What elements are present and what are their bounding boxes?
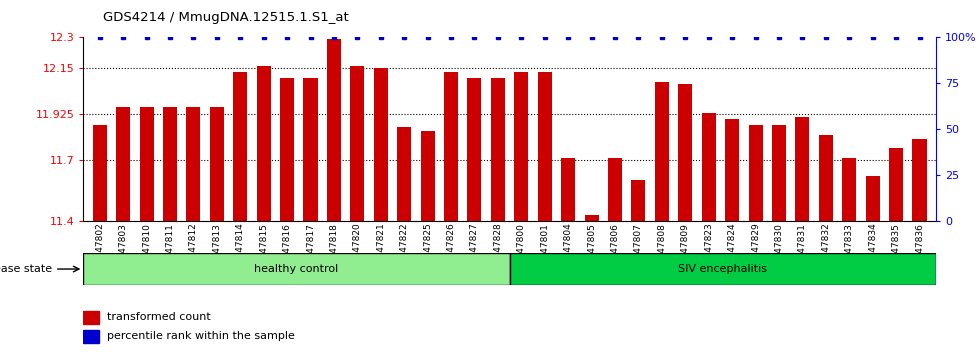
- Bar: [608, 158, 622, 221]
- Text: transformed count: transformed count: [107, 312, 211, 322]
- Bar: [865, 176, 880, 221]
- Bar: [83, 253, 510, 285]
- Bar: [818, 135, 833, 221]
- Bar: [562, 158, 575, 221]
- Bar: [257, 66, 270, 221]
- Bar: [373, 68, 388, 221]
- Bar: [842, 158, 857, 221]
- Bar: [327, 39, 341, 221]
- Text: SIV encephalitis: SIV encephalitis: [678, 264, 767, 274]
- Bar: [491, 78, 505, 221]
- Bar: [163, 107, 177, 221]
- Bar: [514, 72, 528, 221]
- Bar: [420, 131, 435, 221]
- Bar: [280, 78, 294, 221]
- Bar: [186, 107, 201, 221]
- Bar: [702, 113, 715, 221]
- Bar: [350, 66, 365, 221]
- Text: disease state: disease state: [0, 264, 53, 274]
- Bar: [912, 139, 926, 221]
- Bar: [304, 78, 318, 221]
- Text: GDS4214 / MmugDNA.12515.1.S1_at: GDS4214 / MmugDNA.12515.1.S1_at: [103, 11, 349, 24]
- Bar: [772, 125, 786, 221]
- Bar: [725, 119, 739, 221]
- Bar: [93, 125, 107, 221]
- Bar: [584, 215, 599, 221]
- Bar: [116, 107, 130, 221]
- Bar: [139, 107, 154, 221]
- Bar: [510, 253, 936, 285]
- Bar: [467, 78, 481, 221]
- Bar: [749, 125, 762, 221]
- Bar: [631, 180, 646, 221]
- Bar: [796, 117, 809, 221]
- Bar: [538, 72, 552, 221]
- Bar: [678, 84, 692, 221]
- Bar: [397, 127, 412, 221]
- Bar: [444, 72, 458, 221]
- Bar: [233, 72, 247, 221]
- Bar: [889, 148, 904, 221]
- Bar: [83, 311, 99, 324]
- Text: percentile rank within the sample: percentile rank within the sample: [107, 331, 295, 341]
- Bar: [655, 82, 669, 221]
- Bar: [210, 107, 223, 221]
- Text: healthy control: healthy control: [255, 264, 338, 274]
- Bar: [83, 330, 99, 343]
